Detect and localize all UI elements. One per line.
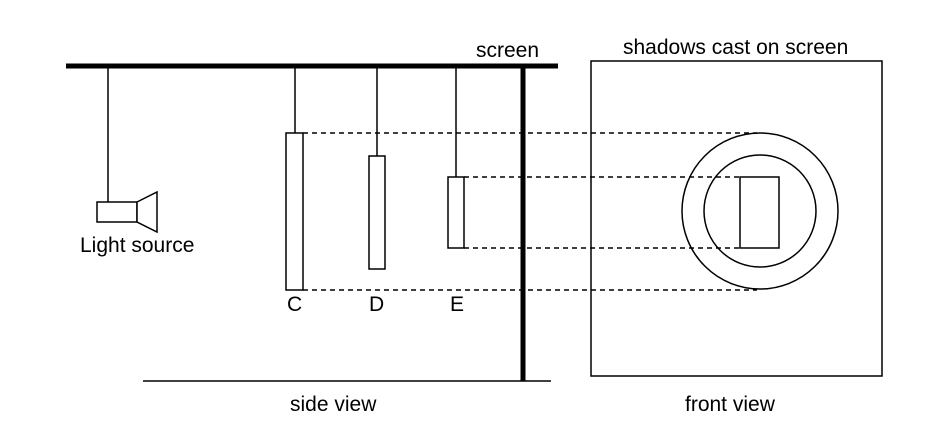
light-source-horn-icon bbox=[136, 190, 158, 234]
object-e-label: E bbox=[450, 293, 464, 316]
object-d bbox=[368, 66, 386, 270]
front-view-title: shadows cast on screen bbox=[623, 36, 848, 59]
shadow-e-rect bbox=[739, 176, 780, 249]
screen-label: screen bbox=[476, 39, 539, 62]
side-view-label: side view bbox=[290, 393, 377, 416]
projection-lines bbox=[303, 132, 757, 291]
object-d-rect bbox=[368, 155, 386, 270]
front-view-frame bbox=[590, 60, 883, 377]
object-e bbox=[447, 66, 465, 249]
object-d-label: D bbox=[369, 293, 384, 316]
front-view: shadows cast on screen front view bbox=[590, 36, 883, 416]
front-view-label: front view bbox=[685, 393, 776, 416]
side-view: screen Light source C D E side view bbox=[66, 39, 558, 416]
object-c-label: C bbox=[287, 293, 302, 316]
object-c bbox=[285, 66, 304, 291]
shadow-d-circle bbox=[703, 154, 817, 268]
shadow-c-circle bbox=[681, 132, 839, 290]
light-source-body bbox=[96, 201, 138, 223]
light-source-label: Light source bbox=[80, 234, 194, 257]
light-source bbox=[96, 66, 158, 234]
object-e-rect bbox=[447, 176, 465, 249]
object-c-rect bbox=[285, 132, 304, 291]
